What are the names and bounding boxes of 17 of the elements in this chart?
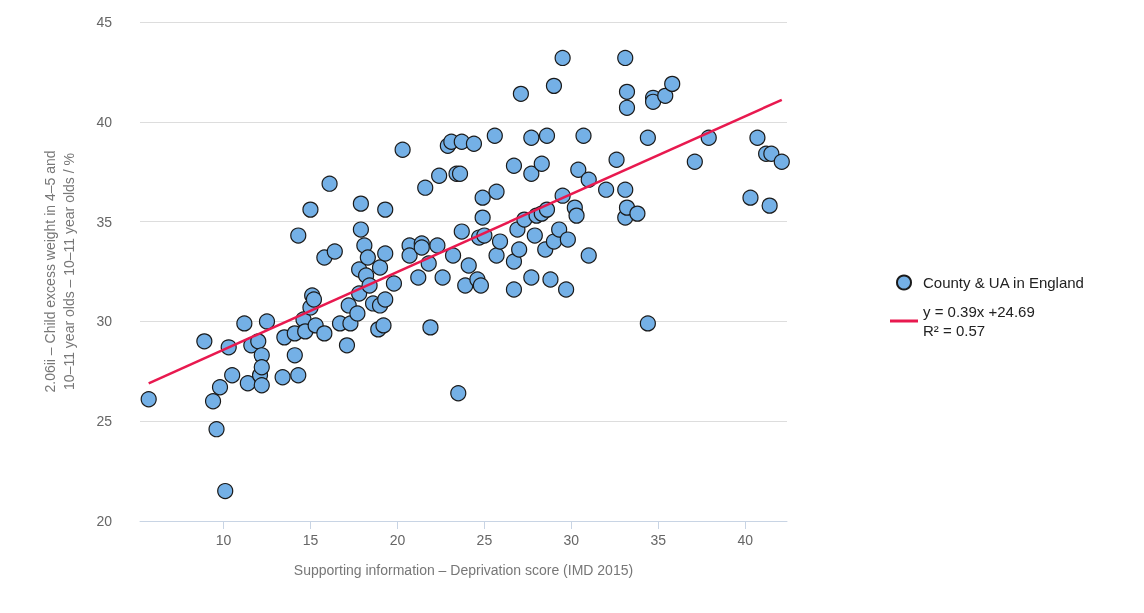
x-tick-label: 25 [476,532,493,548]
y-tick-label: 35 [96,213,113,230]
x-tick-label: 40 [737,532,754,548]
y-tick-label: 20 [96,513,113,529]
x-tick-label: 10 [215,532,232,548]
x-tick-label: 35 [650,532,667,548]
y-tick-label: 30 [96,313,113,330]
y-tick-label: 25 [96,413,113,430]
y-tick-label: 40 [96,113,113,130]
x-tick-label: 20 [389,532,406,548]
x-tick-label: 30 [563,532,580,548]
y-axis-title: 2.06ii – Child excess weight in 4–5 and 10–11 year olds – 10–11 year olds / % [41,150,77,393]
x-tick-label: 15 [302,532,319,548]
legend-label: y = 0.39x +24.69 R² = 0.57 [923,303,1035,339]
x-axis-title: Supporting information – Deprivation score (IMD 2015) [293,562,634,578]
y-tick-label: 45 [96,14,113,30]
legend-label: County & UA in England [923,274,1084,291]
